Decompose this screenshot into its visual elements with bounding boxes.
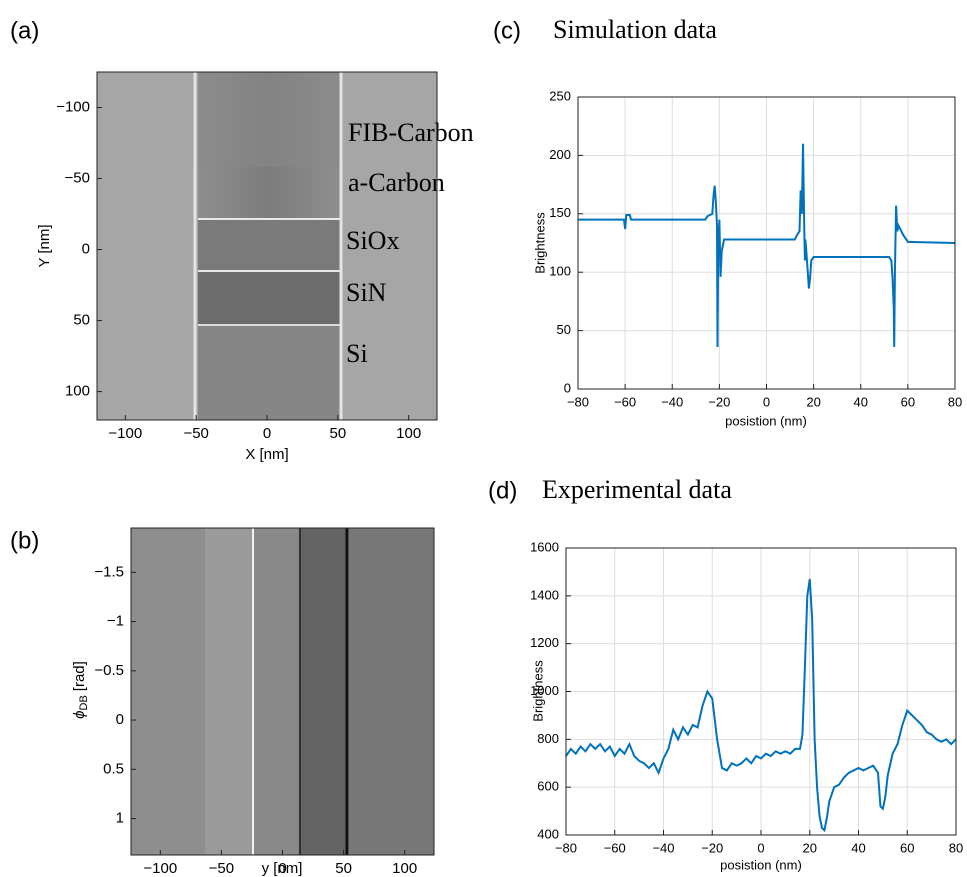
x-axis-label: posistion (nm) — [720, 857, 802, 872]
y-tick-label: 400 — [537, 826, 559, 841]
y-tick-label: 150 — [549, 205, 571, 220]
y-tick-label: 200 — [549, 147, 571, 162]
x-tick-label: 50 — [329, 425, 346, 442]
x-tick-label: −60 — [614, 394, 636, 409]
data-line — [578, 143, 956, 347]
y-tick-label: 1 — [116, 810, 124, 827]
x-tick-label: 50 — [335, 860, 352, 877]
x-tick-label: −40 — [661, 394, 683, 409]
x-tick-label: −80 — [555, 840, 577, 855]
layer-label: a-Carbon — [348, 168, 445, 197]
y-tick-label: 0 — [116, 711, 124, 728]
x-axis-label: posistion (nm) — [725, 413, 807, 428]
x-axis-label: X [nm] — [245, 446, 288, 463]
y-axis-label: Y [nm] — [36, 224, 53, 267]
layer-label: SiOx — [346, 226, 399, 255]
x-tick-label: 100 — [396, 425, 421, 442]
y-tick-label: −1 — [107, 613, 124, 630]
y-tick-label: 100 — [65, 383, 90, 400]
x-tick-label: −60 — [604, 840, 626, 855]
y-tick-label: −100 — [56, 98, 90, 115]
panel-label: (b) — [10, 527, 39, 554]
x-tick-label: −40 — [652, 840, 674, 855]
axes-box — [565, 547, 957, 836]
y-axis-label: Brightness — [532, 212, 547, 274]
y-label-subscript: DB — [78, 695, 90, 710]
layer-label: Si — [346, 339, 368, 368]
x-tick-label: 60 — [900, 840, 914, 855]
x-tick-label: 0 — [263, 425, 271, 442]
y-tick-label: 100 — [549, 264, 571, 279]
layer-label: FIB-Carbon — [348, 118, 474, 147]
image-b — [131, 528, 434, 855]
x-tick-label: −20 — [701, 840, 723, 855]
y-tick-label: 600 — [537, 779, 559, 794]
data-line — [565, 578, 957, 833]
x-tick-label: −80 — [567, 394, 589, 409]
x-tick-label: −20 — [708, 394, 730, 409]
x-tick-label: 0 — [763, 394, 770, 409]
y-tick-label: 0 — [564, 380, 571, 395]
image-a — [97, 72, 437, 420]
panel-label: (d) — [488, 477, 517, 504]
x-tick-label: 60 — [901, 394, 915, 409]
x-tick-label: −50 — [209, 860, 234, 877]
y-tick-label: 50 — [73, 312, 90, 329]
layer-label: SiN — [346, 278, 387, 307]
x-tick-label: 0 — [278, 860, 286, 877]
panel-label: (c) — [493, 17, 521, 44]
x-tick-label: −50 — [183, 425, 208, 442]
chart-title: Experimental data — [542, 475, 732, 504]
panel-label: (a) — [10, 17, 39, 44]
x-tick-label: −100 — [108, 425, 142, 442]
y-tick-label: 800 — [537, 731, 559, 746]
x-tick-label: 80 — [949, 840, 963, 855]
x-tick-label: 100 — [392, 860, 417, 877]
y-tick-label: −1.5 — [94, 563, 124, 580]
x-tick-label: 40 — [854, 394, 868, 409]
axes-box — [96, 71, 438, 421]
y-axis-label: Brightness — [530, 660, 545, 722]
x-tick-label: 0 — [757, 840, 764, 855]
y-tick-label: 0.5 — [103, 760, 124, 777]
y-tick-label: 250 — [549, 88, 571, 103]
x-tick-label: 40 — [851, 840, 865, 855]
y-axis-label: ϕDB [rad] — [71, 661, 90, 719]
axes-box — [130, 527, 435, 856]
y-tick-label: −50 — [65, 169, 90, 186]
y-tick-label: 0 — [82, 241, 90, 258]
x-tick-label: 20 — [803, 840, 817, 855]
y-label-symbol: ϕ — [71, 710, 88, 718]
x-tick-label: 20 — [806, 394, 820, 409]
chart-title: Simulation data — [553, 15, 717, 44]
y-tick-label: 1600 — [530, 539, 559, 554]
y-tick-label: −0.5 — [94, 662, 124, 679]
x-tick-label: 80 — [948, 394, 962, 409]
x-axis-label: y [nm] — [262, 860, 303, 877]
y-tick-label: 1200 — [530, 635, 559, 650]
x-tick-label: −100 — [143, 860, 177, 877]
y-tick-label: 50 — [557, 322, 571, 337]
axes-box — [577, 96, 956, 390]
y-tick-label: 1000 — [530, 683, 559, 698]
y-tick-label: 1400 — [530, 587, 559, 602]
y-label-unit: [rad] — [71, 661, 88, 691]
